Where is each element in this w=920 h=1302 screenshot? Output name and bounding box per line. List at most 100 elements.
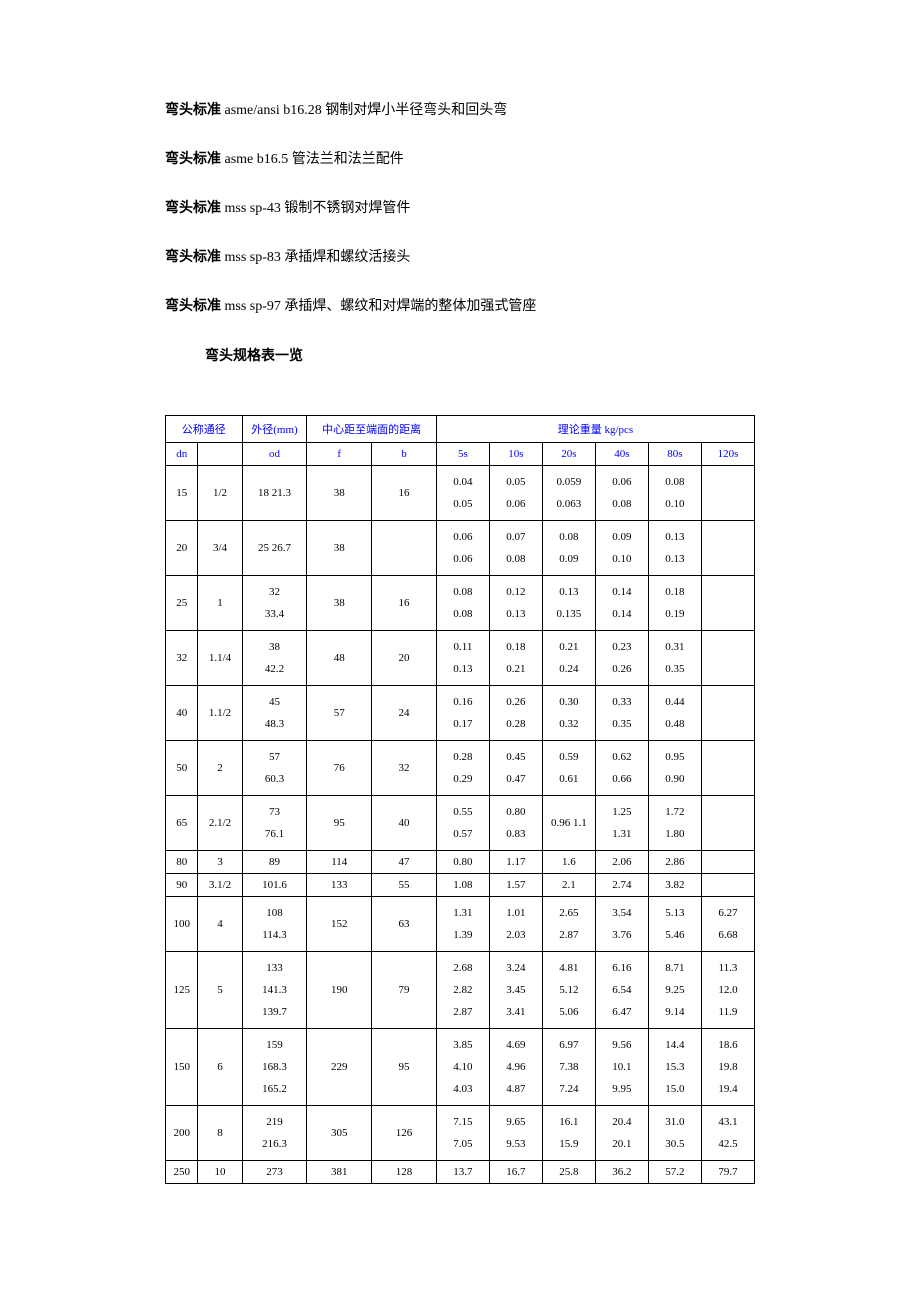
cell-w40s: 9.5610.19.95 <box>595 1029 648 1106</box>
cell-w20s: 6.977.387.24 <box>542 1029 595 1106</box>
cell-w40s: 2.06 <box>595 851 648 874</box>
standard-label: 弯头标准 <box>165 250 221 265</box>
table-row: 903.1/2101.6133551.081.572.12.743.82 <box>166 874 755 897</box>
cell-w10s: 9.659.53 <box>489 1106 542 1161</box>
cell-inch: 8 <box>198 1106 242 1161</box>
cell-dn: 150 <box>166 1029 198 1106</box>
section-title: 弯头规格表一览 <box>205 345 755 365</box>
cell-w120s: 11.312.011.9 <box>701 952 754 1029</box>
cell-w120s <box>701 686 754 741</box>
cell-w120s <box>701 466 754 521</box>
table-row: 401.1/24548.357240.160.170.260.280.300.3… <box>166 686 755 741</box>
cell-w20s: 0.080.09 <box>542 521 595 576</box>
cell-w80s: 8.719.259.14 <box>648 952 701 1029</box>
cell-dn: 32 <box>166 631 198 686</box>
cell-dn: 80 <box>166 851 198 874</box>
cell-w5s: 7.157.05 <box>436 1106 489 1161</box>
cell-w10s: 0.070.08 <box>489 521 542 576</box>
cell-inch: 10 <box>198 1161 242 1184</box>
cell-b: 24 <box>372 686 437 741</box>
header-40s: 40s <box>595 443 648 466</box>
cell-w40s: 6.166.546.47 <box>595 952 648 1029</box>
standard-code: asme/ansi b16.28 <box>225 103 322 118</box>
cell-od: 18 21.3 <box>242 466 307 521</box>
cell-inch: 2.1/2 <box>198 796 242 851</box>
table-row: 203/425 26.7380.060.060.070.080.080.090.… <box>166 521 755 576</box>
cell-w40s: 0.230.26 <box>595 631 648 686</box>
cell-od: 133141.3139.7 <box>242 952 307 1029</box>
table-row: 2513233.438160.080.080.120.130.130.1350.… <box>166 576 755 631</box>
header-80s: 80s <box>648 443 701 466</box>
cell-w80s: 0.440.48 <box>648 686 701 741</box>
cell-b <box>372 521 437 576</box>
cell-w120s <box>701 576 754 631</box>
cell-w10s: 0.450.47 <box>489 741 542 796</box>
cell-f: 38 <box>307 576 372 631</box>
cell-dn: 100 <box>166 897 198 952</box>
standard-line-3: 弯头标准 mss sp-43 锻制不锈钢对焊管件 <box>165 198 755 219</box>
cell-w5s: 1.08 <box>436 874 489 897</box>
cell-w5s: 2.682.822.87 <box>436 952 489 1029</box>
cell-dn: 40 <box>166 686 198 741</box>
cell-b: 79 <box>372 952 437 1029</box>
cell-w80s: 14.415.315.0 <box>648 1029 701 1106</box>
cell-dn: 50 <box>166 741 198 796</box>
cell-w10s: 1.012.03 <box>489 897 542 952</box>
header-weight: 理论重量 kg/pcs <box>436 416 754 443</box>
cell-w40s: 0.620.66 <box>595 741 648 796</box>
table-row: 321.1/43842.248200.110.130.180.210.210.2… <box>166 631 755 686</box>
cell-od: 4548.3 <box>242 686 307 741</box>
cell-f: 190 <box>307 952 372 1029</box>
cell-b: 32 <box>372 741 437 796</box>
standard-code: mss sp-97 <box>225 299 281 314</box>
header-120s: 120s <box>701 443 754 466</box>
cell-inch: 6 <box>198 1029 242 1106</box>
standard-desc: 锻制不锈钢对焊管件 <box>281 201 411 216</box>
cell-inch: 1 <box>198 576 242 631</box>
cell-f: 381 <box>307 1161 372 1184</box>
table-row: 80389114470.801.171.62.062.86 <box>166 851 755 874</box>
header-distance: 中心距至端面的距离 <box>307 416 437 443</box>
cell-w5s: 0.550.57 <box>436 796 489 851</box>
cell-od: 159168.3165.2 <box>242 1029 307 1106</box>
cell-b: 16 <box>372 466 437 521</box>
cell-w80s: 0.080.10 <box>648 466 701 521</box>
cell-w80s: 0.180.19 <box>648 576 701 631</box>
table-row: 1506159168.3165.2229953.854.104.034.694.… <box>166 1029 755 1106</box>
cell-f: 95 <box>307 796 372 851</box>
cell-od: 7376.1 <box>242 796 307 851</box>
cell-b: 55 <box>372 874 437 897</box>
standard-line-1: 弯头标准 asme/ansi b16.28 钢制对焊小半径弯头和回头弯 <box>165 100 755 121</box>
table-header-row-2: dn od f b 5s 10s 20s 40s 80s 120s <box>166 443 755 466</box>
standard-label: 弯头标准 <box>165 103 221 118</box>
header-inch <box>198 443 242 466</box>
cell-w40s: 0.330.35 <box>595 686 648 741</box>
cell-inch: 5 <box>198 952 242 1029</box>
header-dn: dn <box>166 443 198 466</box>
cell-w80s: 57.2 <box>648 1161 701 1184</box>
cell-w80s: 0.130.13 <box>648 521 701 576</box>
header-5s: 5s <box>436 443 489 466</box>
cell-od: 273 <box>242 1161 307 1184</box>
cell-w20s: 0.590.61 <box>542 741 595 796</box>
cell-w20s: 2.652.87 <box>542 897 595 952</box>
cell-w5s: 0.110.13 <box>436 631 489 686</box>
cell-dn: 250 <box>166 1161 198 1184</box>
cell-inch: 1/2 <box>198 466 242 521</box>
cell-f: 114 <box>307 851 372 874</box>
cell-b: 40 <box>372 796 437 851</box>
cell-b: 16 <box>372 576 437 631</box>
cell-w20s: 0.0590.063 <box>542 466 595 521</box>
cell-dn: 90 <box>166 874 198 897</box>
standard-line-2: 弯头标准 asme b16.5 管法兰和法兰配件 <box>165 149 755 170</box>
cell-w40s: 0.060.08 <box>595 466 648 521</box>
cell-w120s <box>701 874 754 897</box>
cell-w120s: 43.142.5 <box>701 1106 754 1161</box>
header-od-sub: od <box>242 443 307 466</box>
standard-desc: 钢制对焊小半径弯头和回头弯 <box>322 103 508 118</box>
cell-w5s: 0.280.29 <box>436 741 489 796</box>
standard-code: asme b16.5 <box>225 152 289 167</box>
cell-w10s: 1.57 <box>489 874 542 897</box>
cell-w80s: 1.721.80 <box>648 796 701 851</box>
cell-inch: 3.1/2 <box>198 874 242 897</box>
